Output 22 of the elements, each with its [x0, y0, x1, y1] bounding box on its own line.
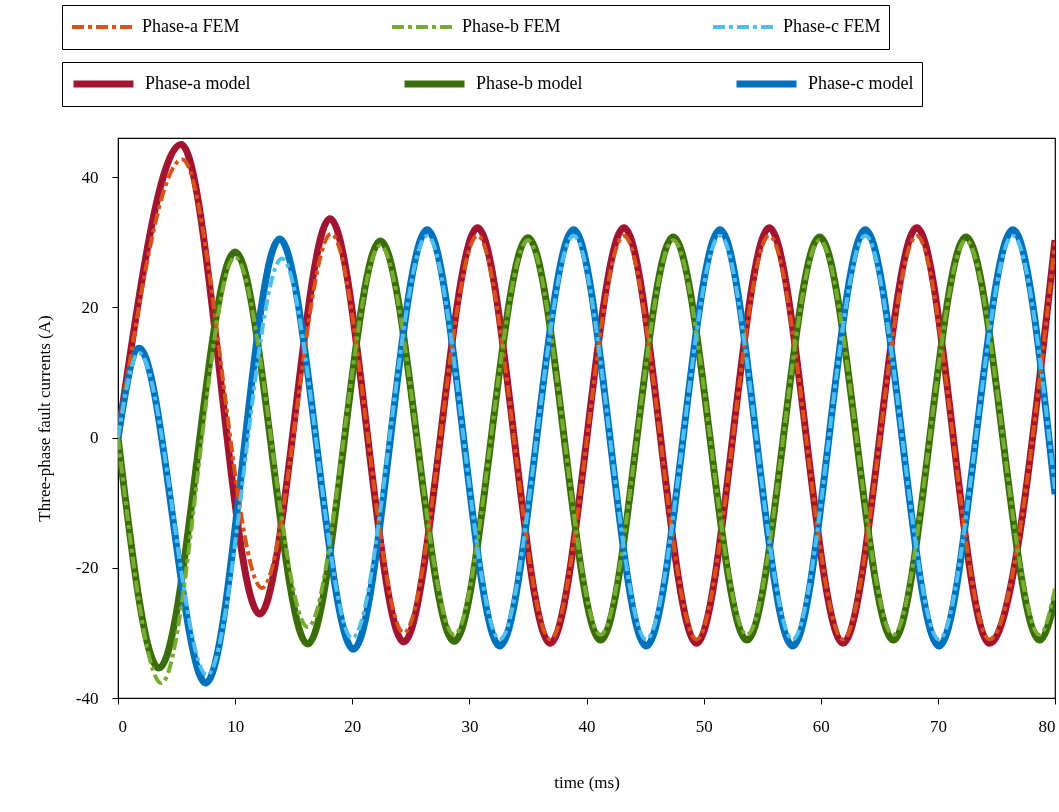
x-tick-label: 50 — [695, 716, 713, 736]
y-tick-label: -20 — [75, 558, 99, 578]
x-tick-label: 30 — [461, 716, 479, 736]
y-axis-title: Three-phase fault currents (A) — [34, 315, 54, 522]
x-tick-label: 0 — [118, 716, 127, 736]
x-tick-label: 10 — [227, 716, 245, 736]
x-tick-label: 70 — [929, 716, 947, 736]
x-tick-label: 20 — [344, 716, 362, 736]
x-tick-label: 60 — [812, 716, 830, 736]
y-tick-label: 0 — [90, 428, 99, 448]
x-axis-title: time (ms) — [554, 772, 620, 792]
x-tick-label: 40 — [578, 716, 596, 736]
legend-label: Phase-b FEM — [462, 16, 561, 36]
y-tick-label: 40 — [81, 167, 99, 187]
legend-label: Phase-b model — [476, 73, 583, 93]
legend-label: Phase-a model — [145, 73, 251, 93]
x-tick-label: 80 — [1038, 716, 1056, 736]
legend-label: Phase-c FEM — [783, 16, 881, 36]
y-tick-label: -40 — [75, 688, 99, 708]
legend-label: Phase-a FEM — [142, 16, 240, 36]
y-tick-label: 20 — [81, 297, 99, 317]
legend-label: Phase-c model — [808, 73, 914, 93]
